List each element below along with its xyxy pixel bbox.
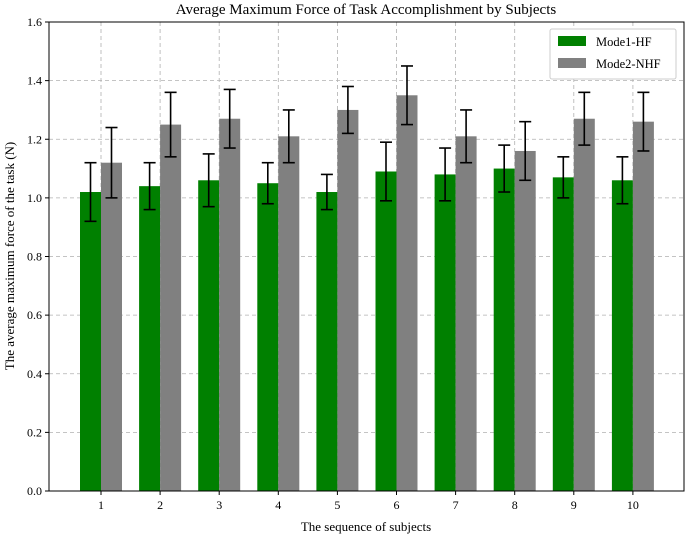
bar-mode1-hf-5	[316, 192, 338, 491]
bar-mode2-nhf-10	[632, 121, 654, 491]
y-tick-label: 0.0	[27, 484, 42, 498]
y-tick-label: 1.6	[27, 15, 42, 29]
x-tick-label: 4	[275, 498, 281, 512]
x-tick-label: 2	[157, 498, 163, 512]
bar-mode1-hf-9	[552, 177, 574, 491]
legend: Mode1-HF Mode2-NHF	[549, 28, 677, 80]
y-tick-label: 0.2	[27, 425, 42, 439]
x-axis-ticks: 1 2 3 4 5 6 7 8 9 10	[98, 491, 639, 512]
y-tick-label: 1.0	[27, 191, 42, 205]
bar-mode1-hf-6	[375, 171, 397, 491]
y-tick-label: 1.4	[27, 74, 42, 88]
bar-mode2-nhf-4	[278, 136, 300, 491]
y-axis-ticks: 0.0 0.2 0.4 0.6 0.8 1.0 1.2 1.4 1.6	[27, 15, 49, 498]
bar-mode2-nhf-3	[219, 118, 241, 491]
x-tick-label: 5	[334, 498, 340, 512]
bar-mode1-hf-8	[493, 168, 515, 491]
x-tick-label: 7	[453, 498, 459, 512]
bar-mode2-nhf-9	[573, 118, 595, 491]
y-tick-label: 0.6	[27, 308, 42, 322]
legend-label-mode1-hf: Mode1-HF	[596, 35, 652, 49]
x-tick-label: 6	[394, 498, 400, 512]
bar-mode2-nhf-2	[160, 124, 182, 491]
y-tick-label: 0.8	[27, 250, 42, 264]
legend-label-mode2-nhf: Mode2-NHF	[596, 57, 661, 71]
legend-swatch-mode1-hf	[558, 36, 586, 46]
bar-mode2-nhf-8	[514, 150, 536, 491]
x-tick-label: 10	[627, 498, 639, 512]
chart-title: Average Maximum Force of Task Accomplish…	[176, 2, 557, 18]
y-tick-label: 1.2	[27, 132, 42, 146]
bar-mode1-hf-4	[257, 183, 279, 491]
bars	[80, 95, 654, 492]
x-axis-label: The sequence of subjects	[301, 519, 431, 534]
bar-mode1-hf-3	[198, 180, 220, 491]
bar-mode1-hf-7	[434, 174, 456, 492]
bar-mode2-nhf-1	[101, 162, 122, 491]
legend-swatch-mode2-nhf	[558, 58, 586, 68]
bar-mode1-hf-10	[611, 180, 633, 491]
y-axis-label: The average maximum force of the task (N…	[2, 142, 17, 370]
error-bars	[84, 65, 650, 223]
bar-mode2-nhf-5	[337, 109, 359, 491]
x-tick-label: 8	[512, 498, 518, 512]
x-tick-label: 9	[571, 498, 577, 512]
y-tick-label: 0.4	[27, 367, 42, 381]
bar-mode2-nhf-7	[455, 136, 477, 491]
bar-mode1-hf-2	[139, 186, 161, 491]
x-tick-label: 1	[98, 498, 104, 512]
bar-mode1-hf-1	[80, 192, 101, 491]
x-tick-label: 3	[216, 498, 222, 512]
bar-mode2-nhf-6	[396, 95, 418, 491]
